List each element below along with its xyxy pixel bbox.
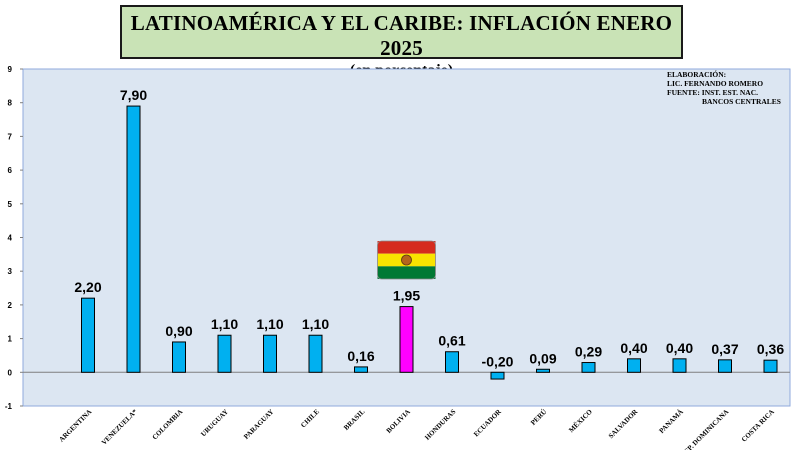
bar (126, 105, 141, 373)
data-label: 7,90 (120, 87, 147, 103)
data-label: -0,20 (482, 353, 514, 369)
y-tick-label: 6 (8, 166, 13, 175)
bar (217, 334, 232, 373)
bar (81, 297, 95, 373)
bar (763, 359, 778, 373)
data-label: 0,37 (711, 341, 738, 357)
bar (263, 334, 277, 373)
credits-line: ELABORACIÓN: (667, 70, 727, 79)
x-tick-label: REP. DOMINICANA (679, 408, 730, 450)
data-label: 1,95 (393, 288, 420, 304)
x-tick-label: VENEZUELA* (100, 407, 139, 446)
y-tick-label: 3 (8, 267, 13, 276)
x-tick-label: PARAGUAY (242, 408, 275, 441)
data-label: 2,20 (74, 279, 101, 295)
bar (718, 359, 732, 373)
data-label: 0,40 (666, 340, 693, 356)
x-tick-label: MÉXICO (567, 407, 594, 434)
chart-title: LATINOAMÉRICA Y EL CARIBE: INFLACIÓN ENE… (130, 11, 673, 60)
x-tick-label: PERÚ (529, 408, 548, 427)
bar (536, 368, 550, 373)
x-tick-label: ECUADOR (472, 407, 503, 438)
x-tick-label: BRASIL (342, 408, 366, 432)
x-tick-label: HONDURAS (423, 408, 457, 442)
y-tick-label: 9 (8, 65, 13, 74)
x-tick-label: ARGENTINA (57, 408, 93, 444)
credits: ELABORACIÓN: LIC. FERNANDO ROMERO FUENTE… (667, 70, 781, 106)
data-label: 1,10 (211, 316, 238, 332)
bar (399, 306, 414, 373)
x-tick-label: URUGUAY (199, 408, 230, 439)
data-label: 1,10 (302, 316, 329, 332)
bar (354, 366, 368, 373)
bar (308, 334, 323, 373)
data-label: 0,09 (529, 350, 556, 366)
y-tick-label: 4 (8, 234, 13, 243)
title-box: LATINOAMÉRICA Y EL CARIBE: INFLACIÓN ENE… (120, 5, 683, 79)
x-tick-label: COLOMBIA (151, 408, 185, 442)
bar (672, 358, 687, 373)
credits-line: LIC. FERNANDO ROMERO (667, 79, 764, 88)
credits-line: FUENTE: INST. EST. NAC. (667, 88, 758, 97)
data-label: 0,61 (438, 333, 465, 349)
data-label: 0,29 (575, 344, 602, 360)
bolivia-flag-icon (377, 240, 436, 280)
data-label: 0,16 (347, 348, 374, 364)
y-tick-label: 8 (8, 99, 13, 108)
data-label: 0,36 (757, 341, 784, 357)
data-label: 1,10 (256, 316, 283, 332)
bar (172, 341, 186, 373)
x-tick-label: COSTA RICA (740, 408, 776, 444)
y-tick-label: 2 (8, 301, 13, 310)
x-tick-label: BOLIVIA (385, 408, 412, 435)
bar (627, 358, 641, 373)
bar (581, 362, 596, 373)
x-tick-label: SALVADOR (607, 407, 640, 440)
bar (490, 371, 505, 380)
y-tick-label: 0 (8, 368, 13, 377)
data-label: 0,90 (165, 323, 192, 339)
y-tick-label: -1 (5, 402, 13, 411)
credits-line: BANCOS CENTRALES (702, 97, 781, 106)
y-tick-label: 1 (8, 335, 13, 344)
bar (445, 351, 459, 373)
x-tick-label: CHILE (299, 408, 321, 430)
y-tick-label: 7 (8, 132, 13, 141)
data-label: 0,40 (620, 340, 647, 356)
y-tick-label: 5 (8, 200, 13, 209)
x-tick-label: PANAMÁ (658, 408, 685, 435)
